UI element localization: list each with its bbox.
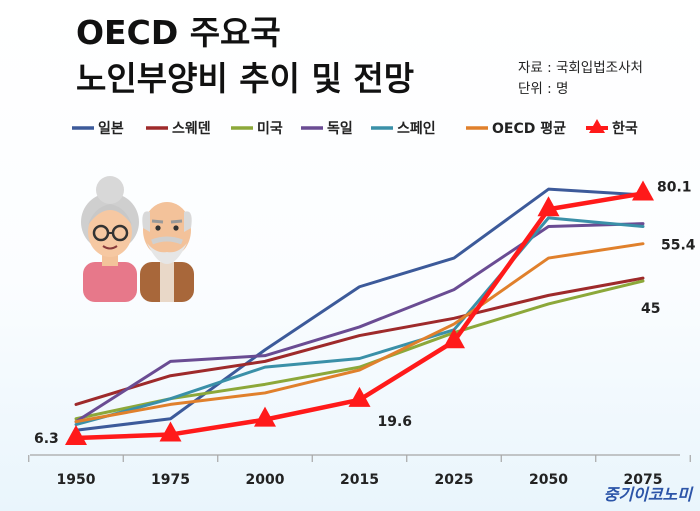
korea-point: [65, 425, 87, 445]
legend-label: 스웨덴: [172, 121, 211, 137]
x-tick-label: 1975: [151, 472, 190, 488]
grandmother-icon: [81, 176, 139, 302]
source-note: 자료 : 국회입법조사처 단위 : 명: [518, 58, 643, 100]
data-label: 45: [641, 301, 660, 317]
x-tick-label: 1950: [57, 472, 96, 488]
series-line-스페인: [74, 216, 645, 427]
data-label: 55.4: [661, 238, 696, 254]
korea-point: [443, 328, 465, 349]
data-label: 80.1: [657, 179, 692, 195]
legend-item: 미국: [231, 121, 283, 137]
legend-marker: [589, 119, 605, 133]
korea-point: [348, 386, 371, 407]
data-label: 6.3: [34, 431, 59, 447]
grandfather-icon: [140, 202, 194, 302]
x-tick-label: 2075: [624, 472, 663, 488]
data-label: 19.6: [378, 414, 413, 430]
series-line-독일: [74, 222, 645, 424]
series-line-일본: [74, 187, 645, 432]
chart-title-line2: 노인부양비 추이 및 전망: [76, 59, 415, 98]
legend-label: 한국: [612, 121, 638, 137]
legend-item: 일본: [72, 121, 124, 137]
legend-label: 스페인: [397, 120, 436, 137]
legend-item: 한국: [586, 119, 638, 137]
korea-point: [159, 421, 182, 442]
legend-label: 미국: [257, 121, 283, 137]
x-tick-label: 2025: [435, 472, 474, 488]
korea-point: [632, 180, 654, 201]
legend-item: 스웨덴: [146, 121, 211, 137]
legend-item: 스페인: [371, 120, 436, 137]
series-line-스웨덴: [74, 276, 645, 406]
legend-item: OECD 평균: [466, 120, 566, 137]
legend-label: 일본: [98, 121, 124, 137]
korea-point: [254, 406, 276, 427]
unit-text: 단위 : 명: [518, 81, 569, 97]
chart-title-line1: OECD 주요국: [76, 13, 281, 52]
korea-point: [537, 196, 560, 217]
series-line-OECD 평균: [74, 242, 645, 424]
brand-logo: 중기이코노미: [603, 485, 692, 504]
x-tick-label: 2000: [246, 472, 285, 488]
x-tick-label: 2015: [340, 472, 379, 488]
legend-label: OECD 평균: [492, 120, 566, 137]
source-text: 자료 : 국회입법조사처: [518, 60, 643, 76]
legend-label: 독일: [327, 121, 353, 137]
legend-item: 독일: [301, 121, 353, 137]
x-tick-label: 2050: [529, 472, 568, 488]
